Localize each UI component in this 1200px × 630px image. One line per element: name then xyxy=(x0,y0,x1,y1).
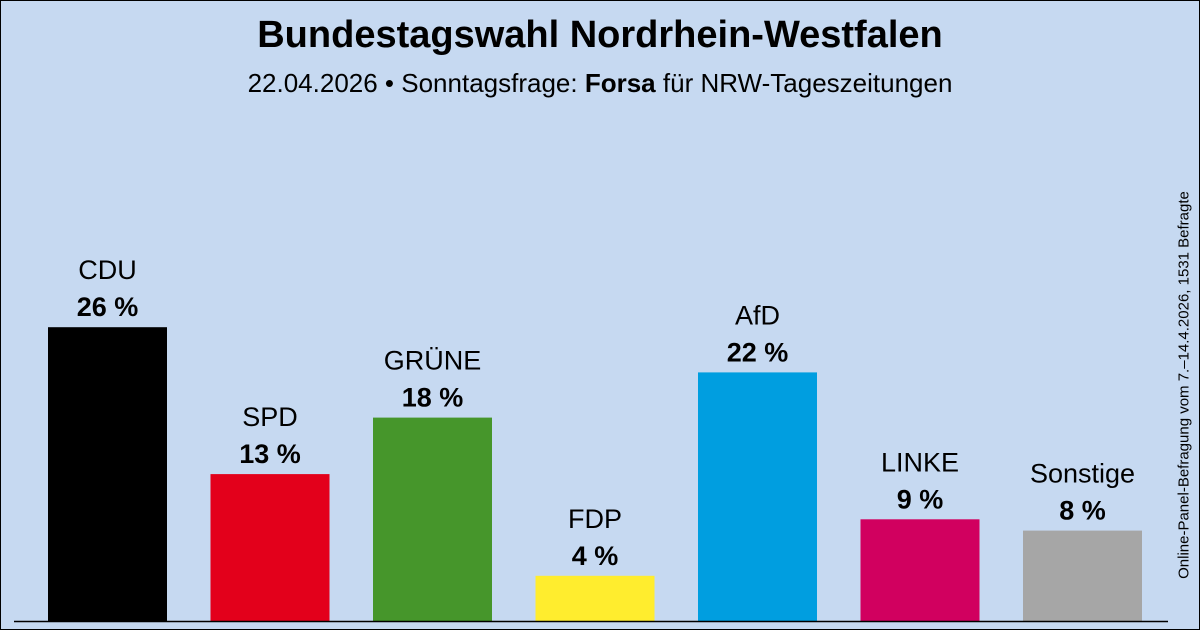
category-label-gr-ne: GRÜNE xyxy=(384,346,482,376)
category-label-cdu: CDU xyxy=(78,255,137,285)
value-label-linke: 9 % xyxy=(897,484,944,514)
subtitle-date: 22.04.2026 • Sonntagsfrage: xyxy=(247,68,578,98)
category-label-spd: SPD xyxy=(242,402,298,432)
value-label-gr-ne: 18 % xyxy=(402,383,464,413)
subtitle-client: für NRW-Tageszeitungen xyxy=(662,68,953,98)
chart-subtitle: 22.04.2026 • Sonntagsfrage: Forsa für NR… xyxy=(0,68,1200,99)
value-label-spd: 13 % xyxy=(239,439,301,469)
value-label-afd: 22 % xyxy=(727,337,789,367)
category-label-fdp: FDP xyxy=(568,504,622,534)
bar-cdu xyxy=(48,327,167,621)
chart-title: Bundestagswahl Nordrhein-Westfalen xyxy=(257,14,943,56)
bar-linke xyxy=(860,519,980,621)
value-label-sonstige: 8 % xyxy=(1059,496,1106,526)
category-label-sonstige: Sonstige xyxy=(1030,459,1135,489)
bar-fdp xyxy=(535,575,655,621)
bar-sonstige xyxy=(1023,530,1142,621)
category-label-linke: LINKE xyxy=(881,447,959,477)
value-label-fdp: 4 % xyxy=(572,541,619,571)
bar-gr-ne xyxy=(373,417,492,621)
value-label-cdu: 26 % xyxy=(77,292,139,322)
subtitle-institute: Forsa xyxy=(584,68,656,98)
bar-afd xyxy=(698,372,817,621)
category-label-afd: AfD xyxy=(735,300,780,330)
bar-spd xyxy=(210,474,330,621)
